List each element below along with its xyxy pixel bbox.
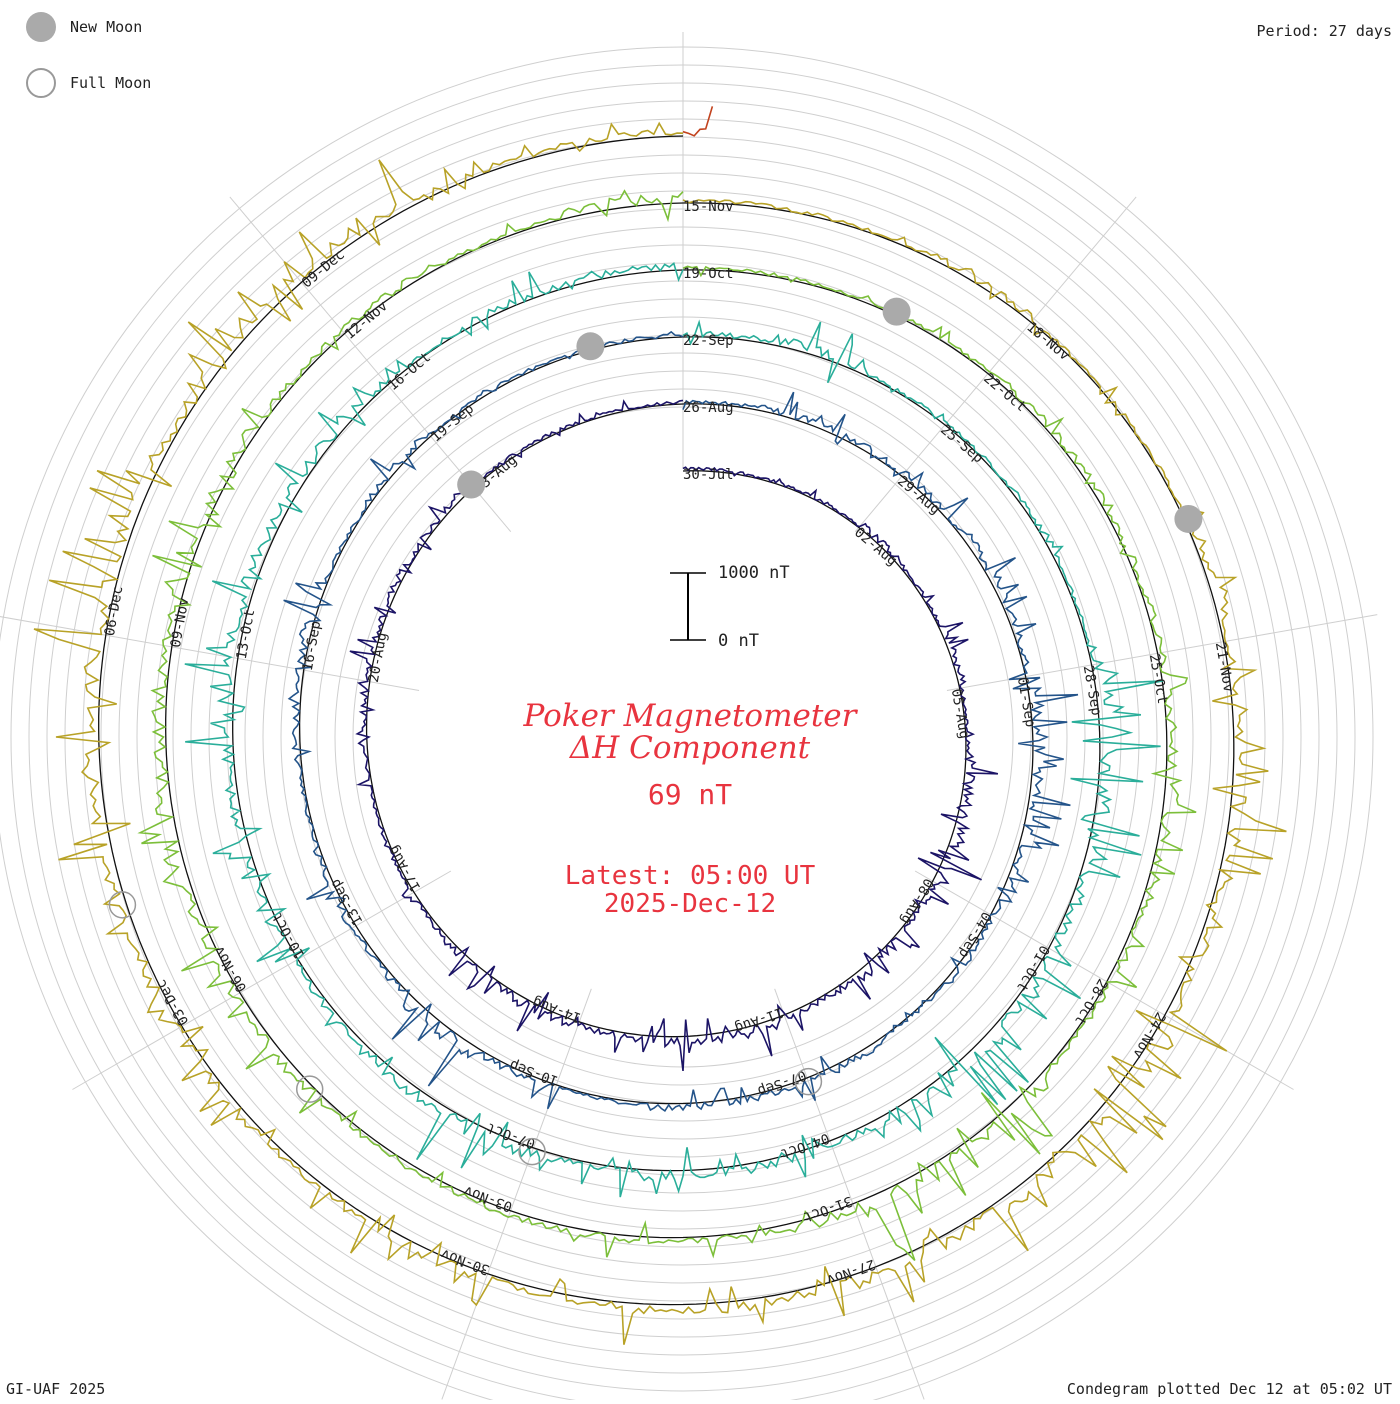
grid-spoke — [441, 988, 592, 1400]
date-label: 10-Oct — [269, 909, 308, 961]
new-moon-icon — [26, 12, 56, 42]
latest-time-label: Latest: 05:00 UT — [564, 861, 816, 891]
date-label: 04-Sep — [955, 909, 994, 961]
latest-timestamp: Latest: 05:00 UT 2025-Dec-12 — [440, 862, 940, 918]
legend-full-moon-label: Full Moon — [70, 74, 152, 92]
date-label: 18-Nov — [1023, 319, 1072, 364]
series-trace-3 — [184, 262, 1164, 1198]
grid-spoke — [946, 614, 1378, 691]
date-label: 13-Sep — [327, 876, 366, 928]
moon-marker-layer — [108, 297, 1203, 1166]
date-label: 22-Oct — [980, 371, 1029, 416]
grid-layer — [0, 32, 1378, 1404]
footer-plot-time: Condegram plotted Dec 12 at 05:02 UT — [1066, 1380, 1392, 1398]
series-trace-2 — [283, 330, 1079, 1113]
series-layer — [33, 106, 1287, 1345]
date-label: 19-Oct — [683, 266, 734, 282]
date-label: 05-Aug — [948, 688, 973, 741]
new-moon-marker — [457, 470, 486, 499]
footer-credit: GI-UAF 2025 — [6, 1380, 106, 1398]
new-moon-marker — [882, 297, 911, 326]
date-label: 26-Aug — [683, 400, 734, 416]
latest-date-label: 2025-Dec-12 — [603, 889, 777, 919]
date-label: 16-Sep — [300, 620, 325, 673]
grid-spoke — [774, 988, 925, 1400]
series-trace-6 — [682, 106, 714, 137]
scale-bar — [670, 572, 706, 641]
date-label: 06-Nov — [211, 943, 250, 995]
date-label: 15-Nov — [683, 199, 734, 215]
legend-full-moon: Full Moon — [26, 68, 151, 98]
date-label: 20-Aug — [366, 631, 391, 684]
date-label: 11-Aug — [732, 1004, 785, 1036]
date-label: 21-Nov — [1212, 641, 1237, 694]
date-label: 13-Oct — [234, 608, 259, 661]
date-label: 24-Nov — [1129, 1009, 1168, 1061]
new-moon-marker — [576, 332, 605, 361]
date-label: 22-Sep — [683, 333, 734, 349]
date-label: 09-Dec — [299, 247, 348, 292]
date-label: 02-Aug — [851, 524, 900, 569]
grid-spoke — [0, 616, 420, 691]
date-label: 06-Dec — [102, 585, 127, 638]
chart-title-line1: Poker Magnetometer — [523, 698, 857, 734]
date-label: 29-Aug — [894, 473, 943, 518]
new-moon-marker — [1174, 504, 1203, 533]
date-label: 14-Aug — [530, 993, 583, 1025]
grid-spoke — [72, 870, 452, 1090]
legend-new-moon: New Moon — [26, 12, 142, 42]
date-label: 28-Sep — [1080, 664, 1105, 717]
date-label: 01-Sep — [1014, 676, 1039, 729]
date-label: 03-Dec — [153, 976, 192, 1028]
grid-spoke — [914, 870, 1294, 1090]
full-moon-marker — [295, 1075, 324, 1103]
scale-top-label: 1000 nT — [718, 563, 790, 583]
date-label: 28-Oct — [1071, 976, 1110, 1028]
date-label: 25-Sep — [937, 422, 986, 467]
legend-new-moon-label: New Moon — [70, 18, 143, 36]
period-label: Period: 27 days — [1256, 22, 1392, 40]
series-trace-5 — [33, 121, 1287, 1345]
current-value: 69 nT — [647, 778, 733, 811]
full-moon-icon — [26, 68, 56, 98]
full-moon-marker — [794, 1067, 823, 1096]
scale-bottom-label: 0 nT — [718, 631, 759, 651]
chart-title: Poker Magnetometer ΔH Component — [440, 700, 940, 764]
full-moon-marker — [108, 891, 137, 919]
series-trace-1 — [349, 399, 999, 1071]
date-label: 25-Oct — [1146, 653, 1171, 706]
full-moon-marker — [518, 1137, 546, 1166]
series-trace-4 — [137, 189, 1197, 1261]
date-label: 01-Oct — [1013, 942, 1052, 994]
date-label: 17-Aug — [385, 842, 424, 894]
date-label: 30-Jul — [683, 467, 734, 483]
chart-title-line2: ΔH Component — [569, 730, 811, 766]
